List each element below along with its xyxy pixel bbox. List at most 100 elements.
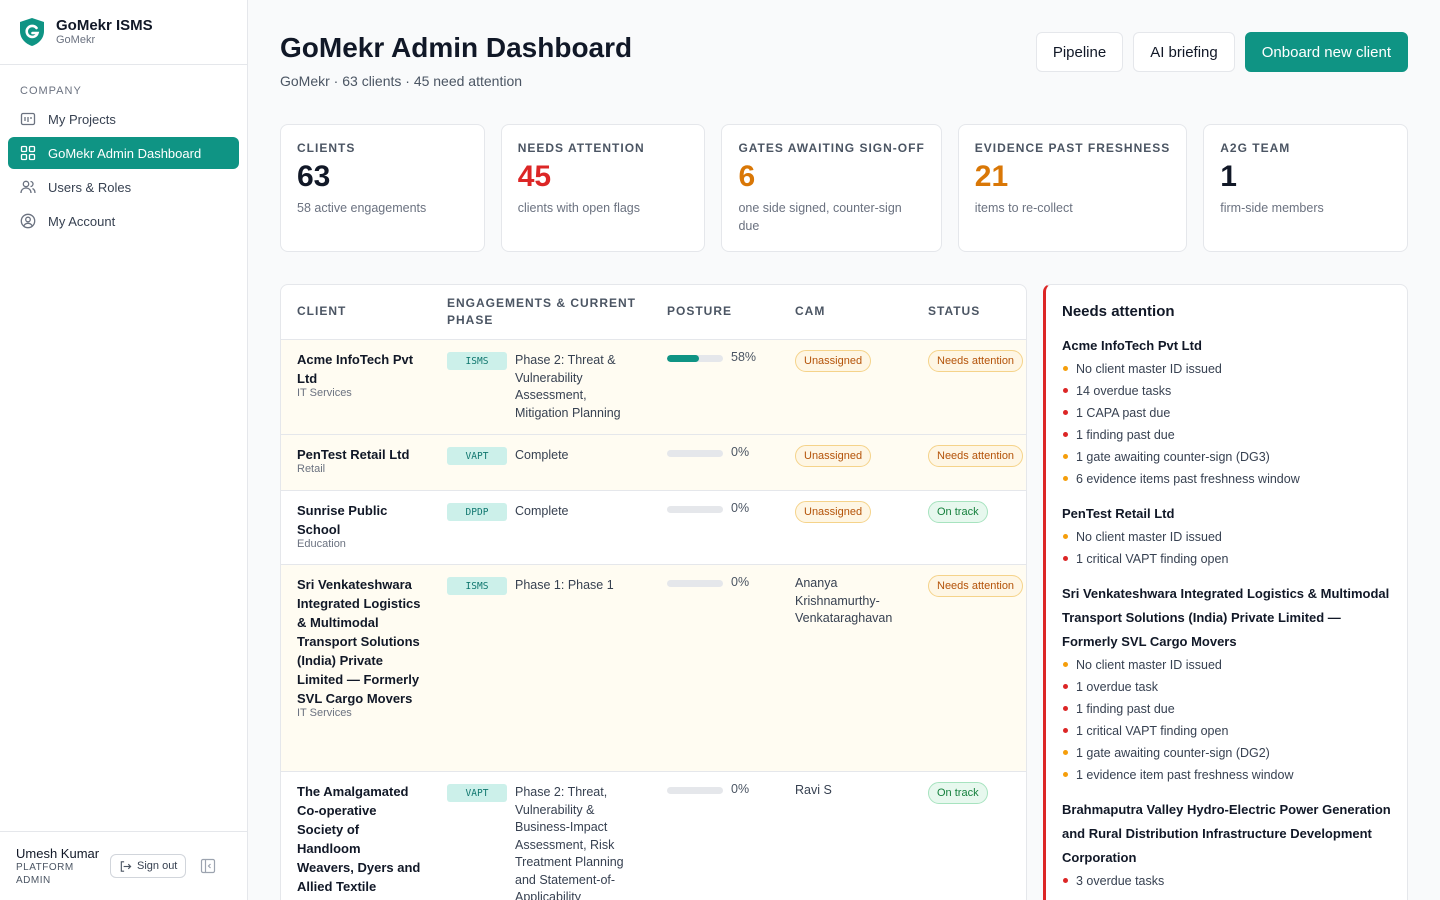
stat-desc: clients with open flags <box>517 201 641 215</box>
client-name[interactable]: Sunrise Public School Education <box>297 501 421 551</box>
attention-item-text: 1 overdue task <box>1076 680 1158 694</box>
table-row[interactable]: Sunrise Public School Education DPDP Comp… <box>281 491 1026 565</box>
client-industry: Education <box>297 538 346 550</box>
brand[interactable]: GoMekr ISMS GoMekr <box>0 0 247 65</box>
sidebar-item-my-account[interactable]: My Account <box>8 205 239 237</box>
engagement-tag: VAPT <box>447 447 507 465</box>
grid-icon <box>20 145 36 161</box>
sidebar-item-label: My Projects <box>48 111 116 127</box>
severity-dot <box>1063 728 1068 733</box>
attention-client[interactable]: Sri Venkateshwara Integrated Logistics &… <box>1062 586 1390 649</box>
attention-item-text: 1 CAPA past due <box>1076 406 1171 420</box>
table-row[interactable]: PenTest Retail Ltd Retail VAPT Complete 0… <box>281 435 1026 491</box>
attention-item-text: 1 gate awaiting counter-sign (DG3) <box>1076 450 1270 464</box>
sidebar-item-users-roles[interactable]: Users & Roles <box>8 171 239 203</box>
engagement-phase: Phase 2: Threat, Vulnerability & Busines… <box>515 785 624 900</box>
client-name-text: Acme InfoTech Pvt Ltd <box>297 352 414 386</box>
table-row[interactable]: Sri Venkateshwara Integrated Logistics &… <box>281 565 1026 772</box>
table-row[interactable]: The Amalgamated Co-operative Society of … <box>281 772 1026 900</box>
clients-table: CLIENT ENGAGEMENTS & CURRENT PHASE POSTU… <box>280 284 1027 900</box>
client-industry: IT Services <box>297 387 352 399</box>
status-badge: On track <box>928 782 988 804</box>
stats-row: CLIENTS 63 58 active engagements NEEDS A… <box>280 124 1408 252</box>
attention-item: 3 overdue tasks <box>1062 870 1391 892</box>
col-client[interactable]: CLIENT <box>297 304 347 318</box>
sidebar-item-label: My Account <box>48 213 116 229</box>
brand-sub: GoMekr <box>56 34 96 46</box>
stat-value: 63 <box>297 160 331 193</box>
onboard-client-button[interactable]: Onboard new client <box>1244 32 1408 72</box>
posture-percent: 0% <box>731 782 750 796</box>
client-industry: IT Services <box>297 707 352 719</box>
attention-client[interactable]: PenTest Retail Ltd <box>1062 506 1175 521</box>
attention-item: No client master ID issued <box>1062 654 1391 676</box>
client-name[interactable]: PenTest Retail Ltd Retail <box>297 445 421 476</box>
col-cam[interactable]: CAM <box>795 304 826 318</box>
posture-bar-fill <box>667 355 700 362</box>
engagement-tag: DPDP <box>447 503 507 521</box>
cam-badge[interactable]: Unassigned <box>795 501 872 523</box>
page-title: GoMekr Admin Dashboard <box>280 32 633 63</box>
user-role: PLATFORM ADMIN <box>16 861 74 886</box>
engagement-phase: Phase 1: Phase 1 <box>515 578 614 592</box>
col-engagement[interactable]: ENGAGEMENTS & CURRENT PHASE <box>447 296 637 327</box>
status-badge: Needs attention <box>928 350 1024 372</box>
client-name-text: The Amalgamated Co-operative Society of … <box>297 784 421 900</box>
stat-value: 6 <box>738 160 756 193</box>
header-actions: Pipeline AI briefing Onboard new client <box>1035 32 1408 72</box>
sidebar-item-my-projects[interactable]: My Projects <box>8 103 239 135</box>
sidebar: GoMekr ISMS GoMekr COMPANY My Projects G… <box>0 0 248 900</box>
attention-item: 1 finding past due <box>1062 424 1391 446</box>
attention-item: 1 gate awaiting counter-sign (DG3) <box>1062 446 1391 468</box>
posture-percent: 0% <box>731 445 750 459</box>
attention-group: Acme InfoTech Pvt Ltd No client master I… <box>1062 334 1391 490</box>
stat-desc: 58 active engagements <box>297 201 427 215</box>
col-posture[interactable]: POSTURE <box>667 304 733 318</box>
client-industry: Retail <box>297 463 326 475</box>
stat-value: 1 <box>1220 160 1237 193</box>
stat-value: 45 <box>517 160 552 193</box>
sign-out-button[interactable]: Sign out <box>110 854 187 878</box>
pipeline-button[interactable]: Pipeline <box>1035 32 1124 72</box>
attention-client[interactable]: Brahmaputra Valley Hydro-Electric Power … <box>1062 802 1391 865</box>
cam-badge[interactable]: Unassigned <box>795 350 872 372</box>
engagement-phase: Complete <box>515 504 569 518</box>
table-row[interactable]: Acme InfoTech Pvt Ltd IT Services ISMS Ph… <box>281 340 1026 435</box>
main-content: GoMekr Admin Dashboard GoMekr · 63 clien… <box>248 0 1440 900</box>
attention-item-text: No client master ID issued <box>1076 658 1222 672</box>
ai-briefing-button[interactable]: AI briefing <box>1133 32 1235 72</box>
cam-badge[interactable]: Unassigned <box>795 445 872 467</box>
stat-label: CLIENTS <box>297 141 356 155</box>
severity-dot <box>1063 750 1068 755</box>
attention-item: No client master ID issued <box>1062 358 1391 380</box>
attention-item-text: 1 evidence item past freshness window <box>1076 768 1294 782</box>
attention-item-text: 1 critical VAPT finding open <box>1076 552 1229 566</box>
severity-dot <box>1063 772 1068 777</box>
posture-bar <box>667 787 723 794</box>
engagement-tag: ISMS <box>447 577 507 595</box>
needs-attention-title: Needs attention <box>1062 303 1175 320</box>
severity-dot <box>1063 878 1068 883</box>
severity-dot <box>1063 706 1068 711</box>
status-badge: Needs attention <box>928 575 1024 597</box>
nav-section-label: COMPANY <box>20 85 82 97</box>
attention-item-text: 3 overdue tasks <box>1076 874 1165 888</box>
attention-item-text: 1 finding past due <box>1076 428 1175 442</box>
attention-item: 14 overdue tasks <box>1062 380 1391 402</box>
attention-group: PenTest Retail Ltd No client master ID i… <box>1062 502 1391 570</box>
attention-client[interactable]: Acme InfoTech Pvt Ltd <box>1062 338 1202 353</box>
attention-item-text: 6 evidence items past freshness window <box>1076 472 1300 486</box>
collapse-sidebar-icon[interactable] <box>200 858 216 874</box>
client-name[interactable]: The Amalgamated Co-operative Society of … <box>297 782 421 900</box>
severity-dot <box>1063 432 1068 437</box>
stat-card-gates: GATES AWAITING SIGN-OFF 6 one side signe… <box>721 124 942 252</box>
attention-item: 6 evidence items past freshness window <box>1062 468 1391 490</box>
client-name-text: Sri Venkateshwara Integrated Logistics &… <box>297 577 421 706</box>
col-status[interactable]: STATUS <box>928 304 981 318</box>
client-name[interactable]: Acme InfoTech Pvt Ltd IT Services <box>297 350 421 400</box>
cam-name: Ananya Krishnamurthy-Venkataraghavan <box>795 576 893 625</box>
attention-item-text: No client master ID issued <box>1076 530 1222 544</box>
sidebar-item-admin-dashboard[interactable]: GoMekr Admin Dashboard <box>8 137 239 169</box>
client-name[interactable]: Sri Venkateshwara Integrated Logistics &… <box>297 575 421 720</box>
stat-card-evidence: EVIDENCE PAST FRESHNESS 21 items to re-c… <box>957 124 1188 252</box>
